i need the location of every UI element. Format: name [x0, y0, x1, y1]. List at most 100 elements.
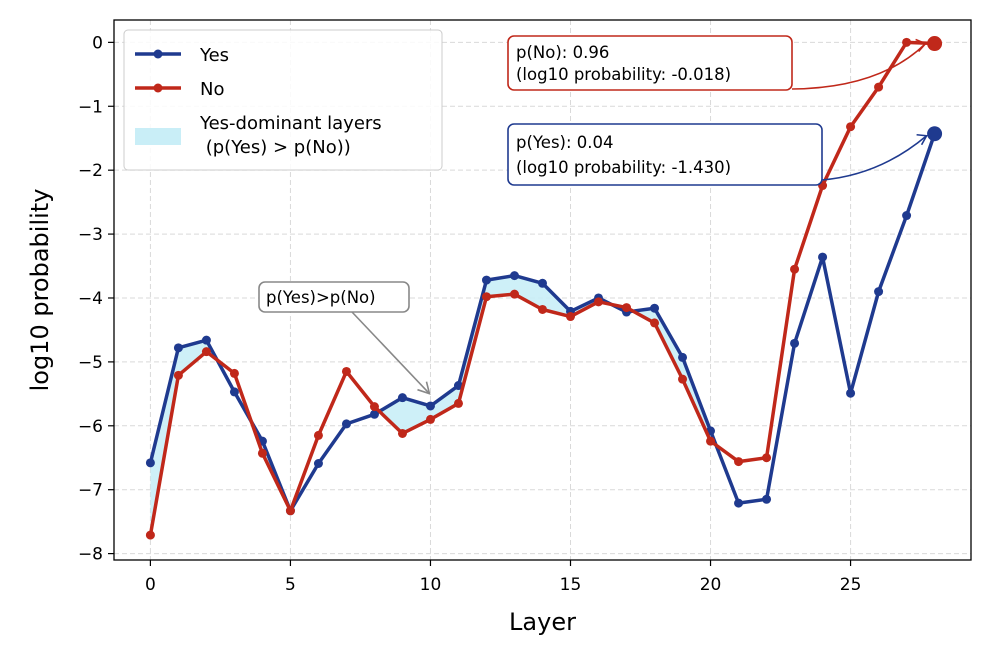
- data-point-no: [285, 506, 295, 516]
- data-point-yes: [369, 409, 379, 419]
- data-point-yes: [734, 498, 744, 508]
- data-point-yes: [902, 211, 912, 221]
- data-point-yes: [650, 303, 660, 313]
- yes-dominant-fill-segment: [430, 385, 459, 420]
- data-point-no: [594, 297, 604, 307]
- data-point-no: [706, 436, 716, 446]
- yes-dominant-fill-segment: [379, 397, 403, 434]
- annotation-no-arrowhead: [915, 38, 927, 53]
- annotation-crossover-arrowhead: [417, 381, 431, 395]
- legend-yes-label: Yes: [199, 45, 229, 66]
- x-tick-label: 10: [420, 575, 442, 595]
- annotation-yes-arrow: [821, 135, 928, 181]
- data-point-yes: [790, 338, 800, 348]
- data-point-no: [927, 36, 943, 52]
- data-point-yes: [453, 381, 463, 391]
- data-point-no: [678, 374, 688, 384]
- data-point-no: [734, 457, 744, 467]
- x-tick-label: 0: [145, 575, 156, 595]
- legend-entry-no: No: [135, 79, 224, 100]
- data-point-yes: [874, 287, 884, 297]
- series-lines: [145, 36, 943, 540]
- yes-dominant-fill-segment: [178, 340, 207, 376]
- data-point-no: [622, 303, 632, 313]
- y-tick-label: −7: [78, 481, 103, 501]
- x-tick-label: 5: [285, 575, 296, 595]
- data-point-no: [538, 304, 547, 314]
- legend-yes-marker: [153, 49, 163, 59]
- data-point-yes: [397, 393, 407, 403]
- x-axis-title: Layer: [509, 608, 576, 636]
- data-point-yes: [509, 271, 519, 281]
- data-point-no: [229, 368, 239, 378]
- data-point-yes: [818, 252, 828, 262]
- annotation-crossover-text: p(Yes)>p(No): [266, 288, 376, 307]
- data-point-yes: [762, 494, 772, 504]
- data-point-yes: [229, 387, 239, 397]
- data-point-no: [397, 428, 407, 438]
- legend-no-marker: [153, 83, 163, 93]
- y-tick-label: −2: [78, 161, 103, 181]
- y-tick-label: −6: [78, 417, 103, 437]
- data-point-no: [257, 448, 267, 458]
- data-point-no: [566, 312, 576, 322]
- annotation-yes-line1: p(Yes): 0.04: [516, 133, 614, 152]
- annotation-yes-arrowhead: [916, 133, 928, 146]
- data-point-no: [425, 414, 435, 424]
- y-tick-label: −4: [78, 289, 103, 309]
- y-tick-label: 0: [92, 33, 103, 53]
- legend-shaded-label: Yes-dominant layers (p(Yes) > p(No)): [199, 113, 382, 158]
- legend-shaded-swatch: [135, 128, 181, 145]
- annotation-no-arrow: [791, 42, 927, 90]
- annotation-yes-line2: (log10 probability: -1.430): [516, 158, 731, 177]
- annotation-no-line2: (log10 probability: -0.018): [516, 65, 731, 84]
- x-tick-label: 20: [700, 575, 722, 595]
- legend-no-label: No: [200, 79, 224, 100]
- data-point-yes: [201, 335, 211, 345]
- data-point-yes: [145, 458, 155, 468]
- legend-shaded-label-line: (p(Yes) > p(No)): [200, 137, 351, 158]
- y-tick-label: −5: [78, 353, 103, 373]
- data-point-yes: [927, 126, 943, 142]
- legend-shaded-label-line: Yes-dominant layers: [199, 113, 382, 134]
- y-tick-label: −1: [78, 97, 103, 117]
- y-tick-label: −3: [78, 225, 103, 245]
- data-point-yes: [678, 352, 688, 362]
- data-point-no: [173, 370, 183, 380]
- data-point-yes: [313, 459, 323, 469]
- legend-box: [123, 29, 443, 171]
- data-point-no: [201, 347, 211, 357]
- yes-dominant-fill-segment: [486, 275, 515, 297]
- data-point-no: [341, 366, 351, 376]
- data-point-yes: [173, 343, 183, 353]
- data-point-no: [145, 530, 155, 540]
- legend-entry-shaded: Yes-dominant layers (p(Yes) > p(No)): [135, 113, 382, 158]
- annotation-no: p(No): 0.96 (log10 probability: -0.018): [507, 35, 927, 91]
- annotation-yes: p(Yes): 0.04 (log10 probability: -1.430): [507, 123, 928, 186]
- annotation-no-box: [507, 35, 793, 91]
- data-point-no: [790, 264, 800, 274]
- data-point-no: [313, 430, 323, 440]
- axes: [113, 19, 972, 561]
- data-point-no: [481, 292, 491, 302]
- data-point-yes: [481, 275, 491, 285]
- y-axis-title: log10 probability: [26, 189, 54, 392]
- x-tick-label: 25: [840, 575, 862, 595]
- data-point-yes: [341, 419, 351, 429]
- yes-dominant-fill-segment: [402, 397, 431, 434]
- x-tick-label: 15: [560, 575, 582, 595]
- annotation-crossover-box: [258, 281, 410, 313]
- data-point-yes: [846, 388, 856, 398]
- data-point-yes: [425, 401, 435, 411]
- ticks: 0 5 10 15 20 25 0 −1 −2 −3 −4 −5 −6 −7 −8: [78, 33, 861, 595]
- annotation-crossover-arrow: [351, 311, 431, 395]
- data-point-no: [874, 82, 884, 92]
- plot-frame: [113, 19, 972, 561]
- data-point-no: [902, 37, 912, 47]
- yes-dominant-fill-segment: [514, 275, 543, 310]
- legend: Yes No Yes-dominant layers (p(Yes) > p(N…: [123, 29, 443, 171]
- data-point-no: [650, 318, 660, 328]
- data-point-no: [509, 289, 519, 299]
- annotation-no-line1: p(No): 0.96: [516, 43, 609, 62]
